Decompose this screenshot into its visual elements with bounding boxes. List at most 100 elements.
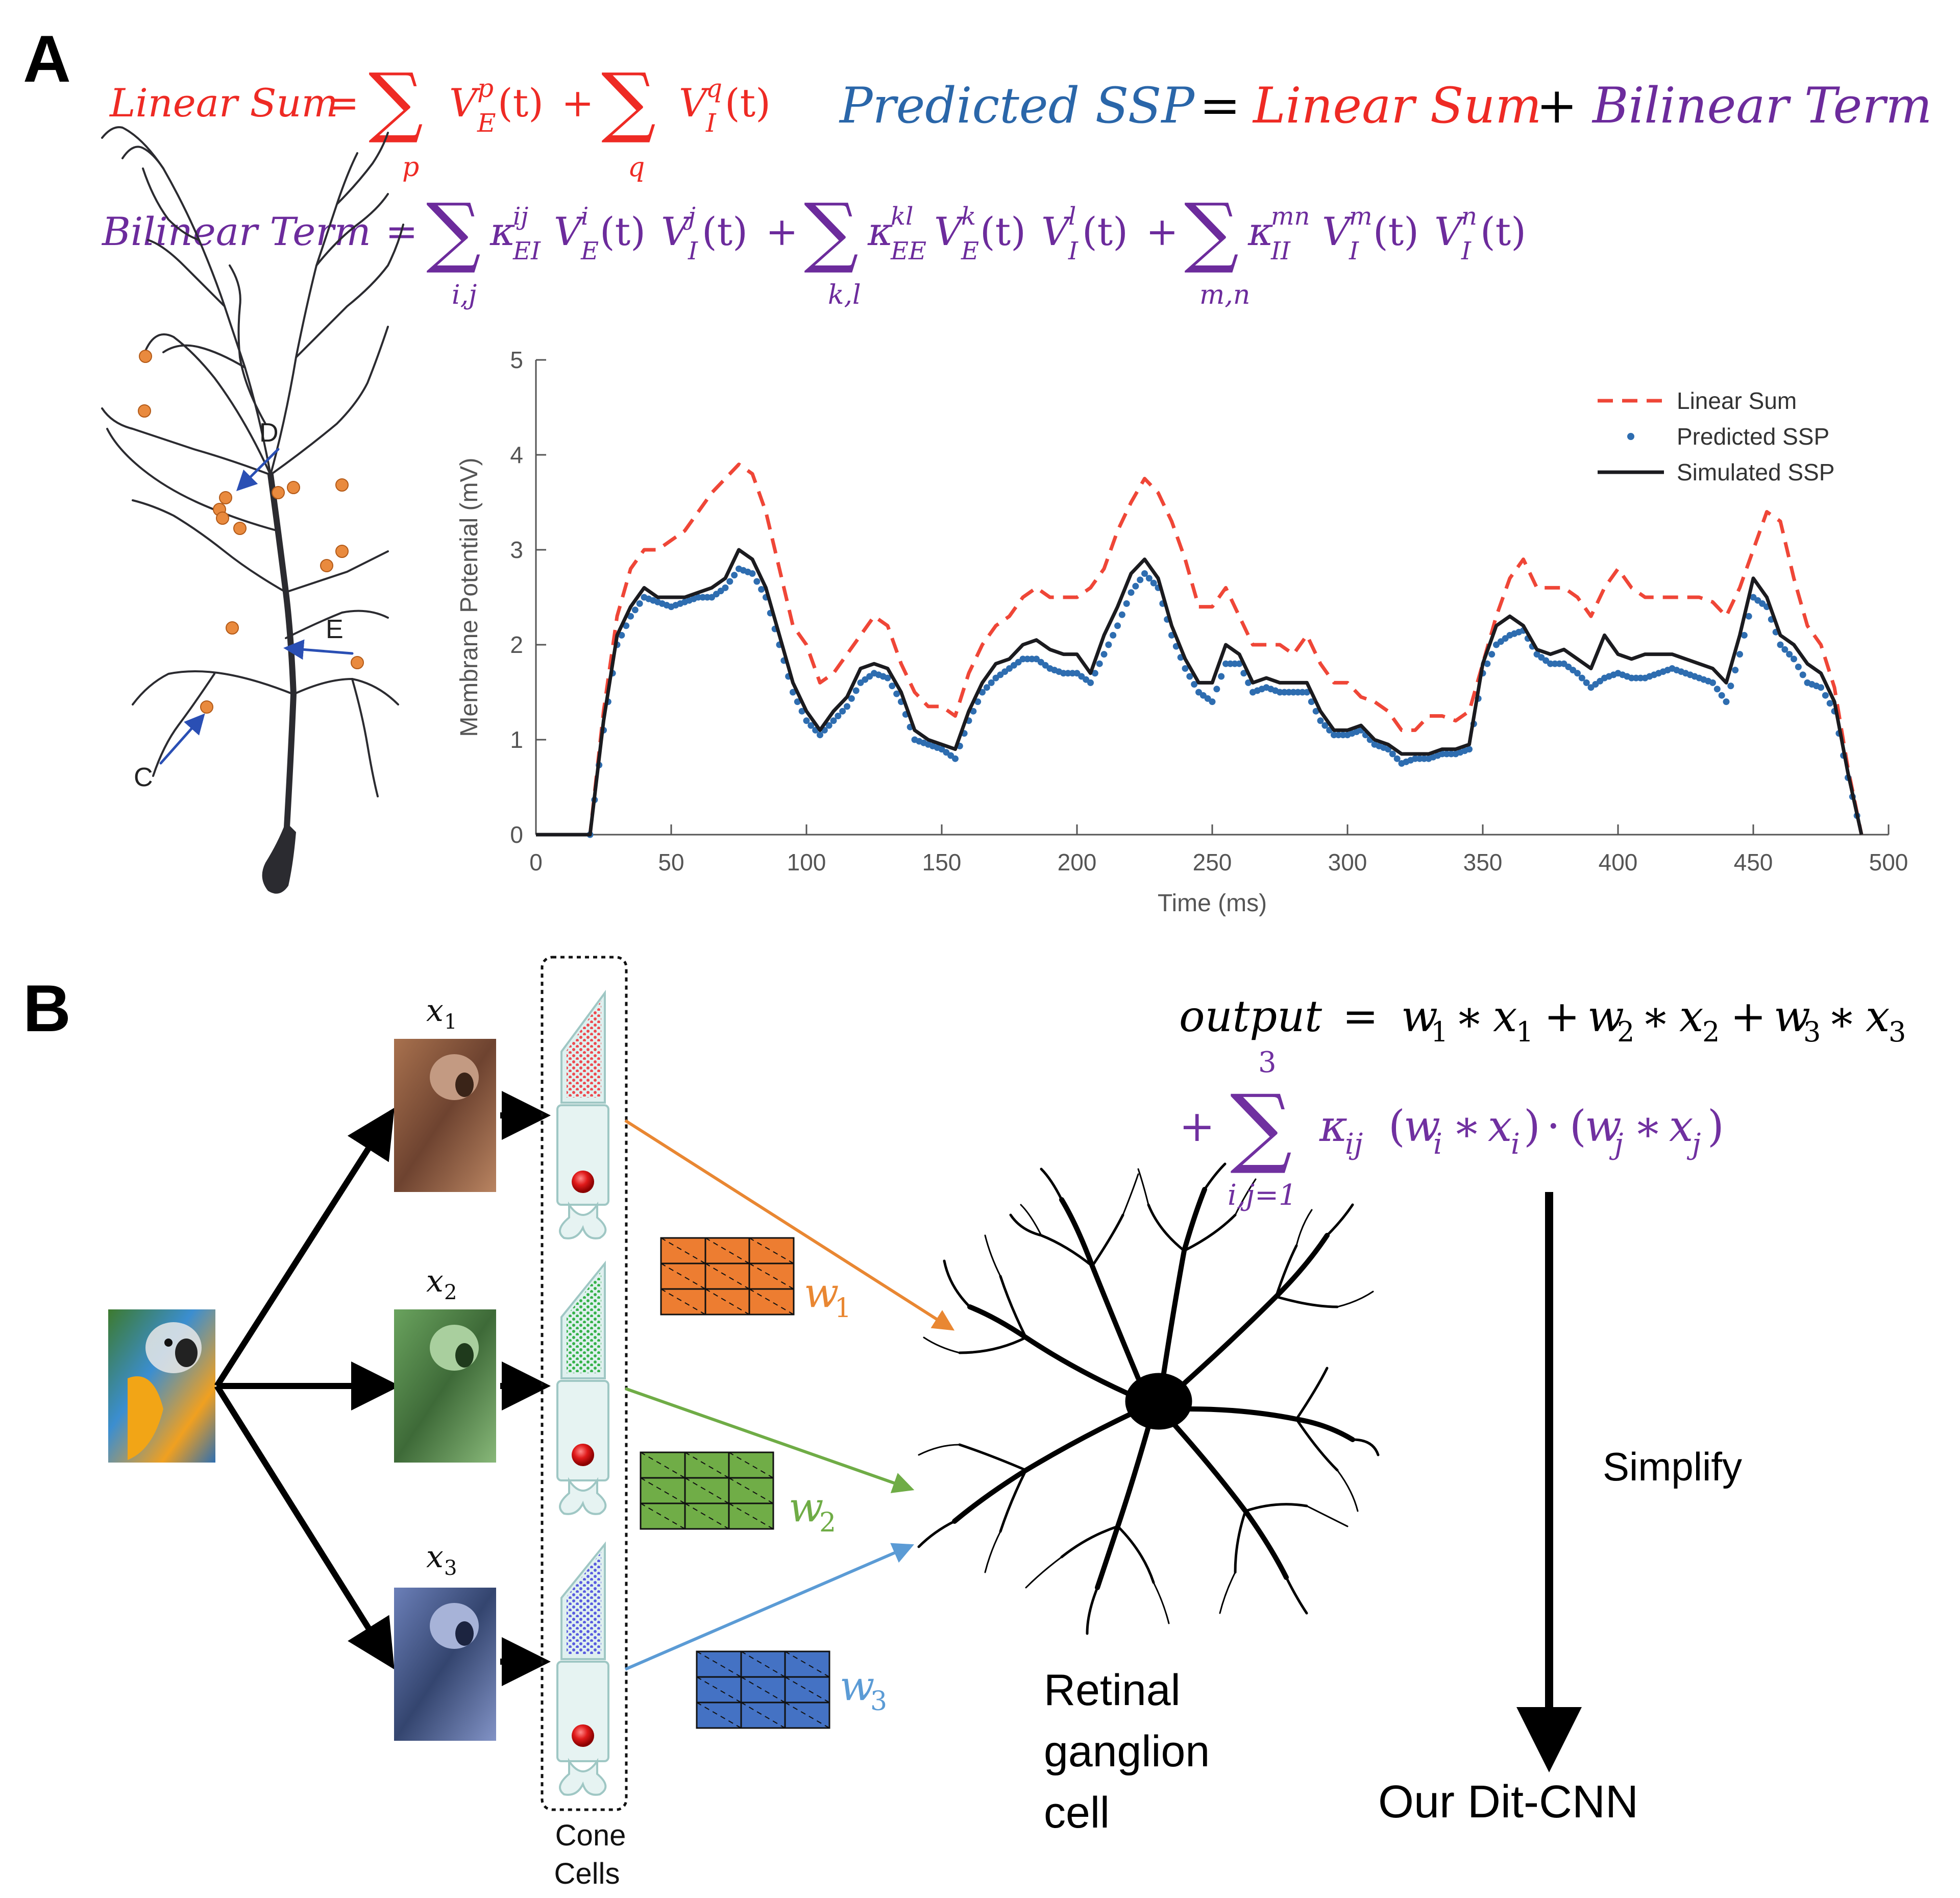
chart-legend: Linear Sum Predicted SSP Simulated SSP (1598, 387, 1834, 485)
output-x3-sub: 3 (1889, 1016, 1906, 1048)
kappa-ii-sup: mn (1271, 202, 1310, 231)
kernel-w1 (661, 1238, 794, 1315)
split-arrow-bot (217, 1386, 388, 1659)
output-x2: x (1679, 991, 1703, 1041)
synapse-marker (336, 545, 348, 557)
linear-v-i-sub: I (705, 108, 717, 138)
input-label-x1: x (426, 993, 444, 1029)
sum-star-2: ∗ (1633, 1101, 1662, 1151)
output-lhs: output (1179, 991, 1322, 1041)
input-image (108, 1309, 215, 1463)
rgc-soma (1125, 1373, 1192, 1429)
weight-label-w1: w (804, 1269, 839, 1317)
linear-v-e: V (449, 80, 481, 126)
legend-label-linear-sum: Linear Sum (1677, 387, 1797, 414)
predicted-ssp-point (1114, 622, 1121, 629)
y-tick-label: 1 (510, 726, 523, 753)
kappa-ee-sup: kl (891, 202, 913, 231)
synapse-marker (234, 522, 246, 534)
synapse-marker (287, 481, 300, 494)
retinal-ganglion-cell (919, 1164, 1378, 1634)
output-x1: x (1493, 991, 1517, 1041)
neuron-apical-trunk (271, 475, 293, 827)
predicted-ssp-point (1087, 679, 1094, 686)
linear-v-i-sup: q (706, 74, 722, 103)
predicted-bilinear-term: Bilinear Term (1591, 77, 1932, 134)
synapse-marker (351, 656, 363, 669)
bilinear-sup-i: i (581, 202, 589, 231)
legend-label-simulated-ssp: Simulated SSP (1677, 459, 1834, 485)
synapse-marker (219, 492, 232, 504)
bilinear-term-equation: Bilinear Term = ∑ i,j κ ij EI V i E (t) … (101, 187, 1526, 310)
x-tick-label: 150 (922, 849, 962, 875)
output-plus: + (1730, 991, 1766, 1041)
linear-sum-equals: = (327, 80, 359, 126)
bilinear-plus: + (766, 209, 798, 254)
predicted-ssp-point (753, 578, 760, 585)
bilinear-sub-i: I (1068, 237, 1079, 265)
sum-w-i-sub: i (1433, 1128, 1442, 1161)
sum-symbol: ∑ (804, 187, 859, 276)
kappa-ee-sub: EE (890, 237, 926, 265)
bilinear-lhs: Bilinear Term (101, 209, 371, 254)
predicted-ssp-point (952, 756, 959, 762)
output-w3-sub: 3 (1803, 1016, 1821, 1048)
predicted-ssp-point (1818, 684, 1824, 691)
sum-symbol: ∑ (1184, 187, 1239, 276)
predicted-ssp-point (1132, 583, 1139, 590)
predicted-ssp-point (1137, 576, 1143, 583)
sum-close-2: ) (1707, 1101, 1724, 1151)
x-tick-label: 450 (1734, 849, 1773, 875)
weight-label-w3: w (840, 1662, 874, 1710)
predicted-linear-sum: Linear Sum (1252, 77, 1541, 134)
bilinear-sub-mn: m,n (1199, 280, 1250, 310)
cone-cells-label-line2: Cells (554, 1857, 620, 1890)
output-star: ∗ (1827, 991, 1856, 1041)
predicted-ssp-point (632, 606, 639, 613)
x-tick-label: 300 (1328, 849, 1367, 875)
cone-nucleus (572, 1444, 594, 1466)
predicted-ssp-point (731, 572, 738, 578)
output-w2-sub: 2 (1617, 1016, 1634, 1048)
kappa-ei-sup: ij (513, 202, 528, 231)
output-w1-sub: 1 (1431, 1016, 1448, 1048)
sum-symbol: ∑ (369, 57, 423, 146)
bilinear-sub-i: I (688, 237, 698, 265)
split-arrow-top (217, 1118, 388, 1386)
sum-close-1: ) (1524, 1101, 1540, 1151)
neuron-label-e: E (326, 615, 344, 644)
predicted-ssp-point (1800, 671, 1806, 678)
cone-nucleus (572, 1724, 594, 1747)
x-tick-label: 100 (787, 849, 826, 875)
synapse-marker (336, 479, 348, 491)
cone-cell-green (557, 1263, 608, 1514)
kappa-ii: κ (1247, 209, 1273, 254)
arrow-c (161, 717, 202, 763)
output-equals: = (1342, 991, 1378, 1041)
synapse-marker (201, 701, 213, 713)
kappa-ee: κ (867, 209, 893, 254)
sum-open-2: ( (1570, 1101, 1586, 1151)
legend-label-predicted-ssp: Predicted SSP (1677, 423, 1829, 450)
cone-nucleus (572, 1171, 594, 1193)
input-split-arrows (217, 1118, 388, 1659)
chart-x-axis-label: Time (ms) (1158, 890, 1267, 917)
input-label-x2: x (426, 1263, 444, 1299)
synapse-markers (138, 350, 363, 713)
predicted-ssp-point (1709, 679, 1716, 686)
x-tick-label: 500 (1869, 849, 1908, 875)
input-label-x3-sub: 3 (444, 1556, 457, 1580)
bilinear-sup-m: m (1349, 202, 1373, 231)
output-x1-sub: 1 (1516, 1016, 1533, 1048)
predicted-plus: + (1536, 77, 1577, 134)
predicted-ssp-equation: Predicted SSP = Linear Sum + Bilinear Te… (839, 77, 1932, 134)
predicted-ssp-point (1128, 589, 1135, 596)
input-label-x3: x (426, 1539, 444, 1575)
linear-sum-sub-q: q (628, 152, 645, 183)
rgc-label-line3: cell (1044, 1788, 1110, 1837)
bilinear-t: (t) (702, 209, 748, 254)
membrane-potential-chart: 0 50 100 150 200 250 300 350 400 450 500012345 Lin… (456, 347, 1908, 917)
bilinear-sub-i: I (1461, 237, 1472, 265)
bilinear-t: (t) (1373, 209, 1419, 254)
